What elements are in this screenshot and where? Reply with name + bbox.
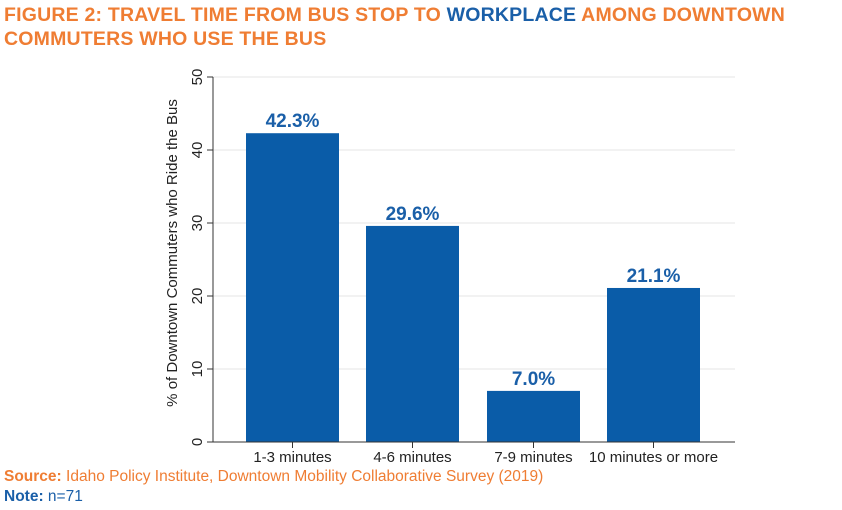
y-axis-label: % of Downtown Commuters who Ride the Bus xyxy=(164,99,181,407)
chart-title: FIGURE 2: TRAVEL TIME FROM BUS STOP TO W… xyxy=(4,3,840,51)
source-text: Idaho Policy Institute, Downtown Mobilit… xyxy=(66,468,544,485)
x-tick-label-3: 7-9 minutes xyxy=(494,449,572,466)
y-tick-label-20: 20 xyxy=(189,288,206,305)
source-line: Source: Idaho Policy Institute, Downtown… xyxy=(4,467,543,487)
data-label-4: 21.1% xyxy=(627,266,681,287)
data-label-1: 42.3% xyxy=(266,111,320,132)
data-label-2: 29.6% xyxy=(386,204,440,225)
chart-title-part2: AMONG DOWNTOWN COMMUTERS WHO USE THE BUS xyxy=(4,4,786,50)
x-axis: 1-3 minutes 4-6 minutes 7-9 minutes 10 minu… xyxy=(213,441,735,466)
bar-3 xyxy=(487,390,580,442)
y-tick-label-40: 40 xyxy=(189,142,206,159)
y-tick-label-50: 50 xyxy=(189,69,206,86)
note-line: Note: n=71 xyxy=(4,487,83,507)
y-axis: 0 10 20 30 40 50 xyxy=(189,69,214,446)
y-tick-label-10: 10 xyxy=(189,361,206,378)
source-label: Source: xyxy=(4,468,62,485)
data-label-3: 7.0% xyxy=(512,369,555,390)
bar-1 xyxy=(246,133,339,442)
note-label: Note: xyxy=(4,488,44,505)
bar-2 xyxy=(366,225,459,442)
chart-title-part1: FIGURE 2: TRAVEL TIME FROM BUS STOP TO xyxy=(4,4,447,26)
x-tick-label-2: 4-6 minutes xyxy=(373,449,451,466)
x-tick-label-1: 1-3 minutes xyxy=(253,449,331,466)
bar-4 xyxy=(607,287,700,442)
y-tick-label-0: 0 xyxy=(189,438,206,446)
chart-title-highlight: WORKPLACE xyxy=(446,4,577,26)
y-tick-label-30: 30 xyxy=(189,215,206,232)
x-tick-label-4: 10 minutes or more xyxy=(589,449,718,466)
bars: 42.3% 29.6% 7.0% 21.1% xyxy=(246,111,700,442)
note-text: n=71 xyxy=(47,488,83,505)
